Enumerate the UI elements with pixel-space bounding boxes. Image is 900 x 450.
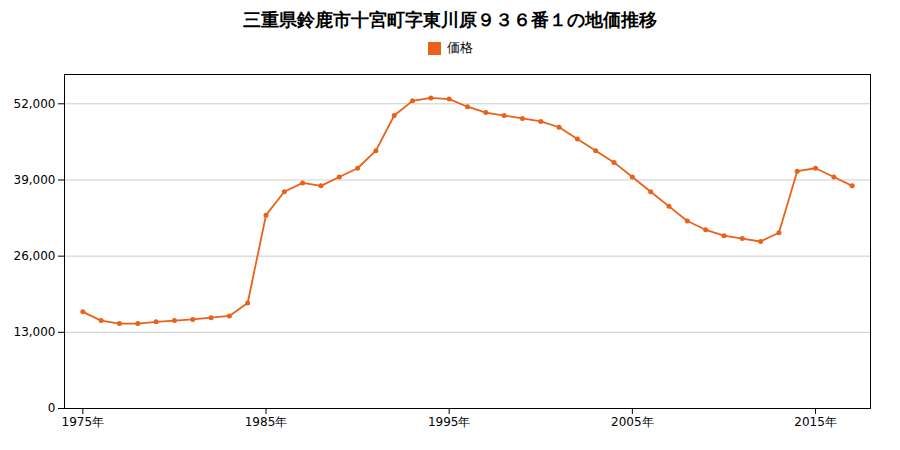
html-text:三重県鈴鹿市十宮町字東川原９３６番１の地価推移: 三重県鈴鹿市十宮町字東川原９３６番１の地価推移 [243, 9, 657, 30]
svg-text:0: 0 [48, 401, 56, 415]
svg-text:13,000: 13,000 [14, 325, 56, 339]
svg-text:26,000: 26,000 [14, 249, 56, 263]
svg-text:1995年: 1995年 [428, 415, 471, 429]
svg-text:2015年: 2015年 [794, 415, 837, 429]
svg-text:52,000: 52,000 [14, 97, 56, 111]
svg-text:1985年: 1985年 [245, 415, 288, 429]
svg-text:1975年: 1975年 [62, 415, 105, 429]
svg-text:2005年: 2005年 [611, 415, 654, 429]
html-text:価格: 価格 [446, 40, 473, 55]
svg-text:39,000: 39,000 [14, 173, 56, 187]
